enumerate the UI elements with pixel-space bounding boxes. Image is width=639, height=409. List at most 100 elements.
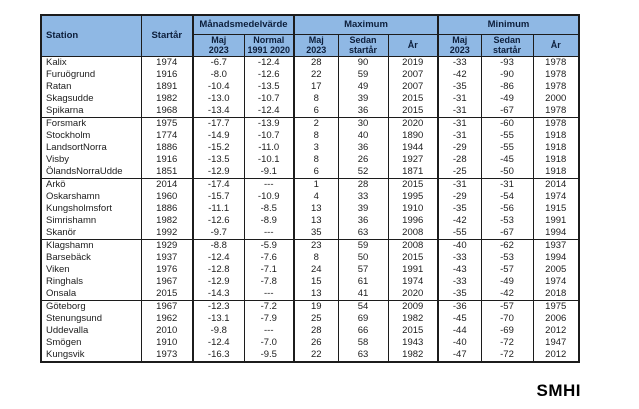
table-cell: 66 bbox=[337, 324, 389, 337]
table-cell: 28 bbox=[293, 55, 339, 69]
table-cell: 3 bbox=[293, 141, 339, 154]
table-cell: -45 bbox=[480, 153, 534, 166]
table-cell: -69 bbox=[480, 324, 534, 337]
table-cell: -9.1 bbox=[243, 165, 295, 178]
table-cell: -53 bbox=[480, 251, 534, 264]
table-cell: -7.9 bbox=[243, 312, 295, 325]
station-name-cell: Furuögrund bbox=[40, 68, 142, 81]
table-row: Skanör 1992 -9.7 --- 35 63 2008 -55 -67 1994 bbox=[40, 226, 580, 239]
table-cell: -53 bbox=[480, 214, 534, 227]
table-cell: 57 bbox=[337, 263, 389, 276]
table-cell: -12.9 bbox=[192, 165, 245, 178]
table-cell: 1978 bbox=[532, 68, 580, 81]
table-row: Stockholm 1774 -14.9 -10.7 8 40 1890 -31 -55 1918 bbox=[40, 129, 580, 142]
table-cell: 1886 bbox=[140, 141, 194, 154]
table-cell: -33 bbox=[437, 275, 482, 288]
table-row: Skagsudde 1982 -13.0 -10.7 8 39 2015 -31 -49 2000 bbox=[40, 92, 580, 105]
table-body: Kalix 1974 -6.7 -12.4 28 90 2019 -33 -93 1978 Furu… bbox=[40, 55, 580, 362]
table-cell: 36 bbox=[337, 214, 389, 227]
station-name-cell: Stenungsund bbox=[40, 312, 142, 325]
table-cell: -12.6 bbox=[192, 214, 245, 227]
table-cell: -8.9 bbox=[243, 214, 295, 227]
table-cell: -13.5 bbox=[243, 80, 295, 93]
table-cell: -15.7 bbox=[192, 190, 245, 203]
table-cell: 1992 bbox=[140, 226, 194, 239]
table-cell: 2012 bbox=[532, 348, 580, 362]
table-cell: -12.8 bbox=[192, 263, 245, 276]
station-name-cell: Kungsholmsfort bbox=[40, 202, 142, 215]
table-cell: 1915 bbox=[532, 202, 580, 215]
table-cell: 1982 bbox=[140, 92, 194, 105]
table-cell: 2020 bbox=[387, 287, 439, 300]
table-cell: 4 bbox=[293, 190, 339, 203]
table-cell: -7.6 bbox=[243, 251, 295, 264]
table-cell: -29 bbox=[437, 190, 482, 203]
table-cell: 19 bbox=[293, 299, 339, 313]
table-cell: 1929 bbox=[140, 238, 194, 252]
table-cell: -13.4 bbox=[192, 104, 245, 117]
table-cell: 1978 bbox=[532, 104, 580, 117]
table-cell: 2015 bbox=[387, 324, 439, 337]
table-cell: 13 bbox=[293, 287, 339, 300]
table-cell: -5.9 bbox=[243, 238, 295, 252]
table-cell: 2020 bbox=[387, 116, 439, 130]
table-cell: -72 bbox=[480, 348, 534, 362]
table-cell: -40 bbox=[437, 336, 482, 349]
station-name-cell: Visby bbox=[40, 153, 142, 166]
station-name-cell: Smögen bbox=[40, 336, 142, 349]
table-cell: 54 bbox=[337, 299, 389, 313]
table-cell: -16.3 bbox=[192, 348, 245, 362]
col-header-normal-1991-2020: Normal 1991 2020 bbox=[243, 33, 295, 57]
table-cell: -67 bbox=[480, 226, 534, 239]
table-cell: 40 bbox=[337, 129, 389, 142]
table-cell: 2012 bbox=[532, 324, 580, 337]
station-name-cell: Stockholm bbox=[40, 129, 142, 142]
table-cell: -9.5 bbox=[243, 348, 295, 362]
table-cell: 1 bbox=[293, 177, 339, 191]
station-name-cell: Göteborg bbox=[40, 299, 142, 313]
col-group-minimum: Minimum bbox=[437, 14, 580, 35]
table-cell: 52 bbox=[337, 165, 389, 178]
table-cell: 1886 bbox=[140, 202, 194, 215]
station-name-cell: Spikarna bbox=[40, 104, 142, 117]
table-cell: 1995 bbox=[387, 190, 439, 203]
table-cell: 33 bbox=[337, 190, 389, 203]
smhi-logo: SMHI bbox=[536, 381, 581, 400]
table-cell: -70 bbox=[480, 312, 534, 325]
table-cell: -35 bbox=[437, 202, 482, 215]
table-cell: -11.0 bbox=[243, 141, 295, 154]
table-cell: 1851 bbox=[140, 165, 194, 178]
table-cell: 8 bbox=[293, 92, 339, 105]
table-cell: -10.4 bbox=[192, 80, 245, 93]
table-cell: 1974 bbox=[387, 275, 439, 288]
station-name-cell: Viken bbox=[40, 263, 142, 276]
table-cell: -45 bbox=[437, 312, 482, 325]
table-cell: 1974 bbox=[140, 55, 194, 69]
table-cell: -8.0 bbox=[192, 68, 245, 81]
col-header-maj2023-min: Maj 2023 bbox=[437, 33, 482, 57]
table-cell: 24 bbox=[293, 263, 339, 276]
table-row: Barsebäck 1937 -12.4 -7.6 8 50 2015 -33 -53 1994 bbox=[40, 251, 580, 264]
table-cell: 58 bbox=[337, 336, 389, 349]
table-cell: -25 bbox=[437, 165, 482, 178]
station-name-cell: Oskarshamn bbox=[40, 190, 142, 203]
table-cell: -62 bbox=[480, 238, 534, 252]
table-cell: -67 bbox=[480, 104, 534, 117]
table-row: Simrishamn 1982 -12.6 -8.9 13 36 1996 -42 -53 199… bbox=[40, 214, 580, 227]
table-cell: 41 bbox=[337, 287, 389, 300]
table-cell: 1991 bbox=[532, 214, 580, 227]
table-row: Ratan 1891 -10.4 -13.5 17 49 2007 -35 -86 1978 bbox=[40, 80, 580, 93]
table-cell: -12.3 bbox=[192, 299, 245, 313]
table-row: Klagshamn 1929 -8.8 -5.9 23 59 2008 -40 -62 1937 bbox=[40, 238, 580, 252]
table-cell: 2015 bbox=[140, 287, 194, 300]
table-cell: 1918 bbox=[532, 129, 580, 142]
table-cell: 6 bbox=[293, 104, 339, 117]
table-cell: 1774 bbox=[140, 129, 194, 142]
header-sub-row: Maj 2023 Normal 1991 2020 Maj 2023 Sedan… bbox=[41, 33, 580, 57]
table-cell: 1918 bbox=[532, 141, 580, 154]
table-cell: -14.9 bbox=[192, 129, 245, 142]
table-cell: -10.7 bbox=[243, 92, 295, 105]
table-cell: 1968 bbox=[140, 104, 194, 117]
table-cell: 1927 bbox=[387, 153, 439, 166]
table-cell: 2008 bbox=[387, 226, 439, 239]
